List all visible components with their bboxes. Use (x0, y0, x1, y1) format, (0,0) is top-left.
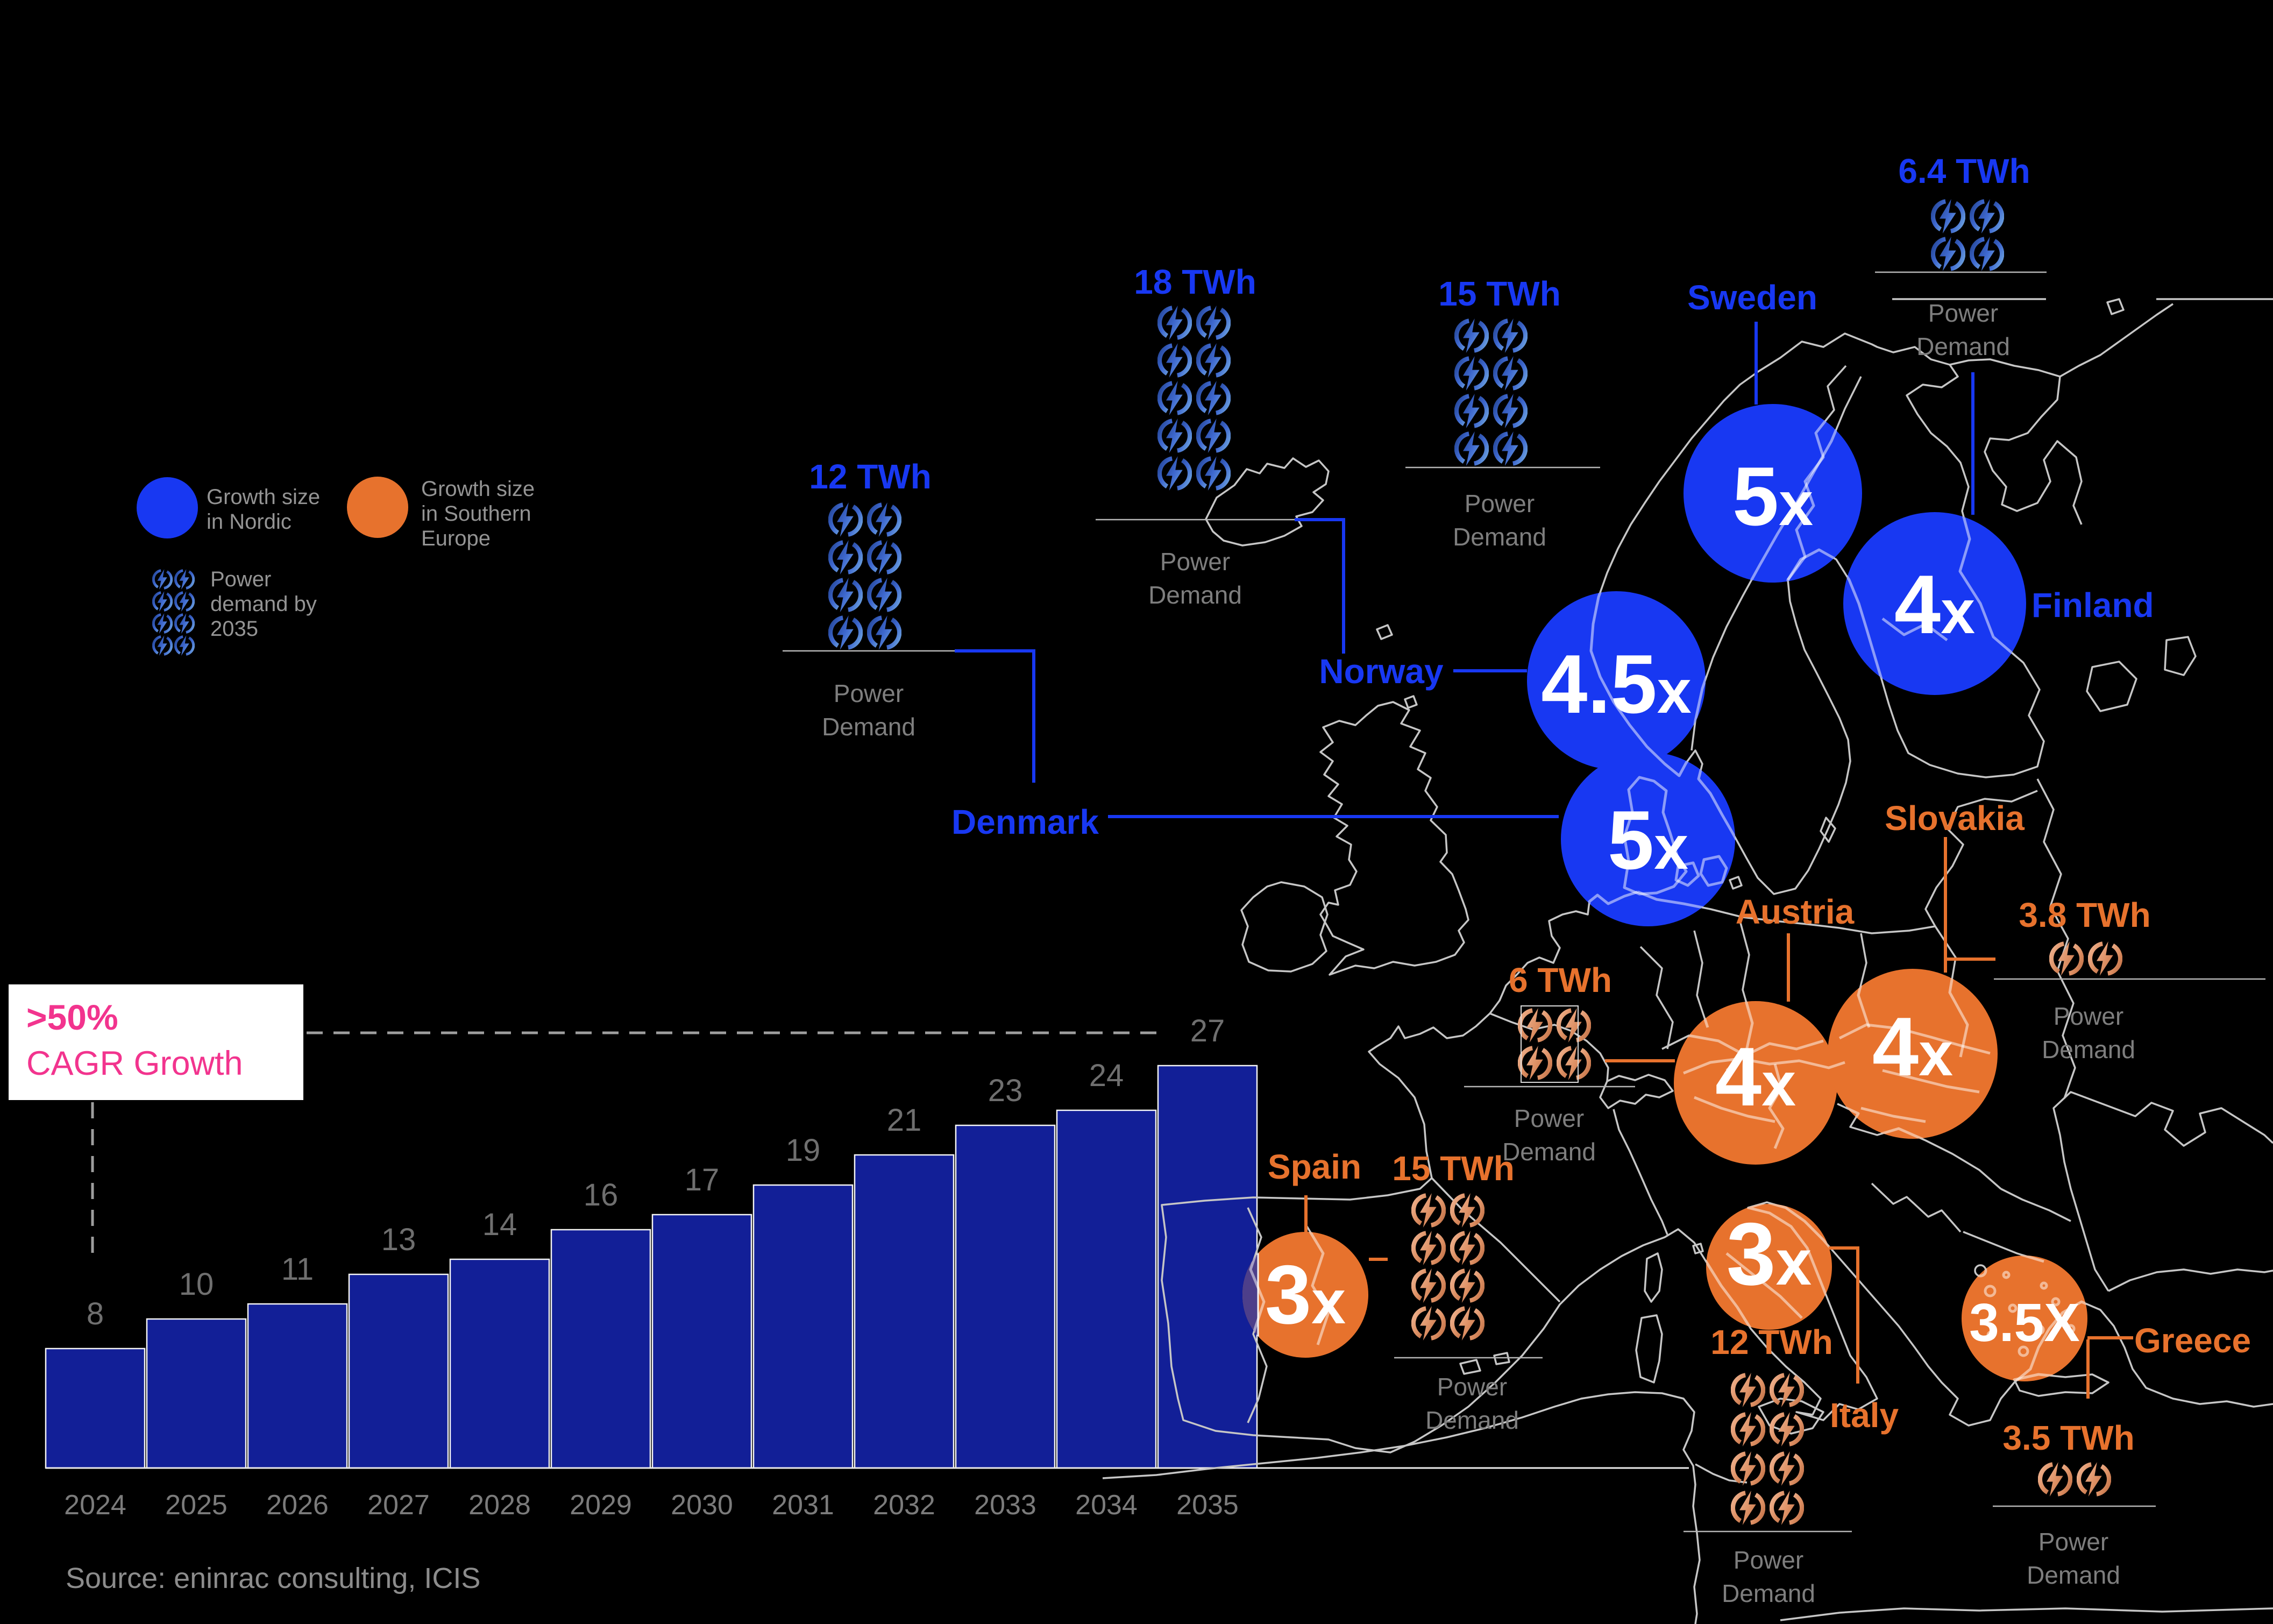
svg-text:4x: 4x (1715, 1030, 1796, 1123)
svg-text:Power: Power (1928, 299, 1998, 327)
svg-text:Power: Power (1734, 1546, 1803, 1574)
svg-text:Demand: Demand (822, 713, 915, 741)
svg-text:2031: 2031 (772, 1490, 834, 1521)
svg-text:Demand: Demand (1502, 1138, 1596, 1166)
svg-text:Demand: Demand (1916, 332, 2010, 360)
svg-text:3x: 3x (1727, 1204, 1812, 1303)
svg-text:21: 21 (887, 1103, 922, 1138)
svg-text:Power: Power (1437, 1373, 1507, 1401)
svg-text:2024: 2024 (64, 1490, 126, 1521)
svg-text:Demand: Demand (1425, 1406, 1519, 1434)
svg-text:Power: Power (1465, 490, 1535, 517)
svg-text:Demand: Demand (2042, 1036, 2135, 1063)
svg-text:Demand: Demand (1148, 581, 1242, 609)
svg-text:5x: 5x (1732, 450, 1813, 543)
svg-text:2032: 2032 (873, 1490, 935, 1521)
svg-text:2034: 2034 (1075, 1490, 1138, 1521)
svg-text:14: 14 (482, 1207, 517, 1242)
svg-text:16: 16 (584, 1178, 619, 1212)
svg-text:2027: 2027 (367, 1490, 430, 1521)
svg-text:Power: Power (1160, 548, 1230, 576)
svg-text:2029: 2029 (570, 1490, 632, 1521)
svg-text:3.8 TWh: 3.8 TWh (2019, 896, 2150, 934)
svg-text:>50%: >50% (26, 997, 118, 1037)
svg-text:demand by: demand by (210, 592, 317, 616)
svg-text:Source: eninrac consulting, IC: Source: eninrac consulting, ICIS (66, 1562, 480, 1594)
svg-text:18 TWh: 18 TWh (1134, 263, 1256, 301)
svg-text:2035: 2035 (210, 617, 258, 641)
svg-text:Power: Power (2054, 1002, 2123, 1030)
svg-text:Italy: Italy (1830, 1396, 1899, 1435)
svg-text:Denmark: Denmark (951, 803, 1099, 841)
svg-text:Power: Power (834, 679, 904, 707)
svg-text:3.5X: 3.5X (1969, 1293, 2080, 1353)
svg-text:4.5x: 4.5x (1541, 637, 1691, 731)
svg-text:4x: 4x (1894, 558, 1975, 651)
svg-text:15 TWh: 15 TWh (1438, 274, 1561, 313)
svg-text:Spain: Spain (1268, 1147, 1361, 1186)
svg-text:Sweden: Sweden (1687, 278, 1817, 317)
svg-text:Slovakia: Slovakia (1885, 799, 2025, 838)
svg-text:Finland: Finland (2032, 586, 2154, 625)
svg-text:10: 10 (179, 1267, 214, 1302)
svg-text:in Nordic: in Nordic (207, 510, 292, 534)
svg-text:Norway: Norway (1319, 652, 1444, 691)
svg-text:CAGR Growth: CAGR Growth (26, 1045, 243, 1082)
svg-text:6 TWh: 6 TWh (1509, 961, 1612, 999)
svg-text:Growth size: Growth size (421, 477, 535, 501)
svg-text:2035: 2035 (1176, 1490, 1239, 1521)
svg-text:23: 23 (988, 1073, 1023, 1108)
svg-text:3x: 3x (1265, 1248, 1346, 1341)
svg-text:Power: Power (210, 568, 271, 591)
svg-text:12 TWh: 12 TWh (809, 457, 932, 496)
svg-text:4x: 4x (1872, 1000, 1953, 1093)
svg-text:2028: 2028 (468, 1490, 531, 1521)
svg-text:5x: 5x (1608, 793, 1688, 887)
svg-text:2033: 2033 (974, 1490, 1036, 1521)
svg-text:19: 19 (786, 1133, 821, 1168)
svg-text:Europe: Europe (421, 527, 491, 550)
svg-text:Demand: Demand (1722, 1579, 1815, 1607)
svg-text:12 TWh: 12 TWh (1710, 1323, 1833, 1361)
svg-text:2025: 2025 (165, 1490, 228, 1521)
svg-text:Growth size: Growth size (207, 485, 320, 509)
svg-text:Greece: Greece (2134, 1321, 2251, 1360)
svg-text:2026: 2026 (266, 1490, 329, 1521)
svg-text:17: 17 (685, 1162, 720, 1197)
svg-text:6.4 TWh: 6.4 TWh (1898, 152, 2030, 190)
svg-text:Austria: Austria (1736, 892, 1855, 931)
svg-text:24: 24 (1089, 1058, 1124, 1093)
svg-text:in Southern: in Southern (421, 502, 531, 526)
svg-text:27: 27 (1190, 1013, 1225, 1048)
svg-text:11: 11 (281, 1252, 314, 1287)
svg-text:13: 13 (381, 1222, 416, 1257)
svg-text:8: 8 (87, 1296, 104, 1331)
svg-text:Demand: Demand (2027, 1561, 2120, 1589)
svg-text:Demand: Demand (1453, 523, 1546, 551)
svg-text:Power: Power (2038, 1528, 2108, 1556)
svg-text:15 TWh: 15 TWh (1392, 1149, 1515, 1188)
svg-text:3.5 TWh: 3.5 TWh (2002, 1419, 2134, 1457)
svg-text:Power: Power (1514, 1104, 1584, 1132)
svg-text:2030: 2030 (671, 1490, 733, 1521)
